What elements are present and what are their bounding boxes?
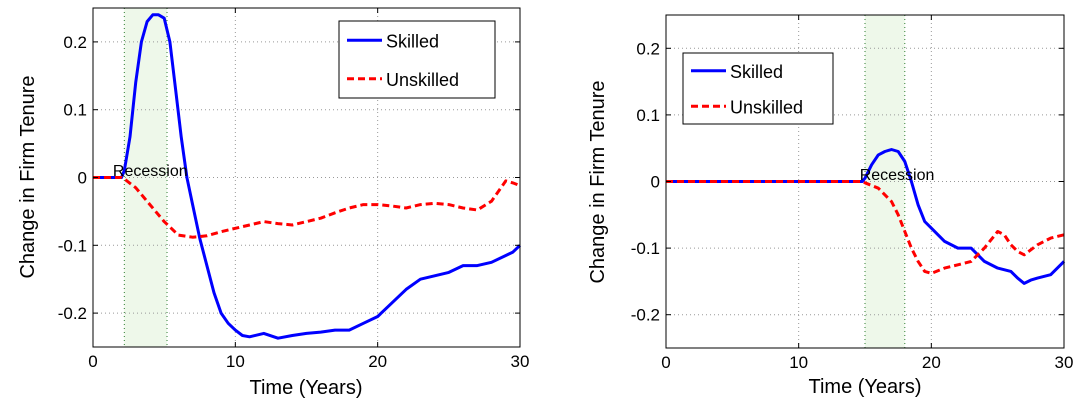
recession-label: Recession [860, 167, 935, 184]
x-tick-label: 20 [922, 353, 941, 372]
series-line-unskilled [93, 176, 521, 239]
y-tick-label: 0.2 [63, 33, 87, 52]
y-tick-label: -0.2 [58, 304, 87, 323]
x-axis-label: Time (Years) [809, 376, 922, 398]
y-tick-label: -0.1 [631, 239, 660, 258]
x-tick-label: 0 [88, 352, 97, 371]
x-tick-label: 10 [789, 353, 808, 372]
x-tick-label: 20 [368, 352, 387, 371]
y-axis-label: Change in Firm Tenure [17, 75, 39, 278]
y-tick-label: -0.2 [631, 306, 660, 325]
x-tick-label: 30 [1055, 353, 1074, 372]
chart-1: Recession 0 10 20 30 -0.2 -0.1 0 0.1 0.2 Time (Yea… [17, 7, 530, 399]
series-line-skilled [93, 13, 522, 340]
x-tick-label: 10 [226, 352, 245, 371]
chart-2: Recession 0 10 20 30 -0.2 -0.1 0 0.1 0.2 Time (Yea… [587, 14, 1074, 398]
y-axis-label: Change in Firm Tenure [587, 80, 609, 283]
series-line-skilled [666, 148, 1066, 285]
y-tick-label: 0.1 [636, 106, 660, 125]
x-tick-label: 0 [661, 353, 670, 372]
legend-label-unskilled: Unskilled [386, 70, 459, 90]
legend: Skilled Unskilled [682, 52, 834, 125]
legend-label-unskilled: Unskilled [730, 97, 803, 117]
legend-box [682, 52, 834, 125]
legend: Skilled Unskilled [338, 20, 496, 99]
y-tick-label: 0.1 [63, 101, 87, 120]
recession-label: Recession [113, 163, 188, 180]
x-axis-label: Time (Years) [250, 377, 363, 399]
legend-label-skilled: Skilled [386, 31, 439, 51]
series-line-unskilled [666, 180, 1065, 275]
y-tick-label: -0.1 [58, 236, 87, 255]
x-tick-label: 30 [511, 352, 530, 371]
legend-label-skilled: Skilled [730, 62, 783, 82]
y-tick-label: 0.2 [636, 39, 660, 58]
y-tick-label: 0 [78, 169, 87, 188]
y-tick-label: 0 [651, 173, 660, 192]
legend-box [338, 20, 496, 99]
